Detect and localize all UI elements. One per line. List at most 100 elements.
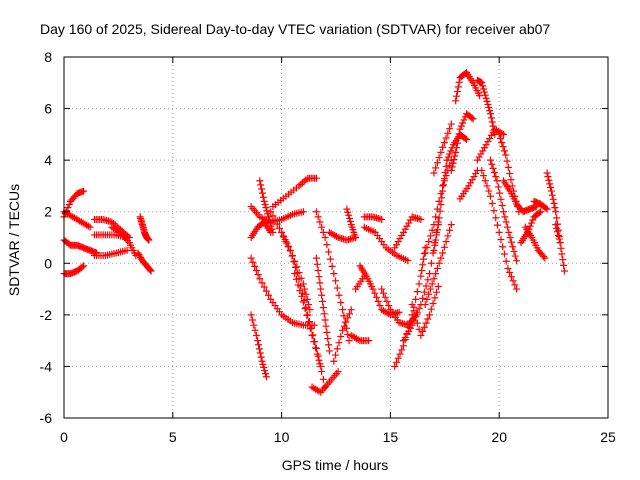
data-point: [500, 147, 508, 155]
data-point: [545, 176, 553, 184]
data-point: [425, 290, 433, 298]
data-point: [420, 323, 428, 331]
data-point: [483, 97, 491, 105]
data-point: [469, 115, 477, 123]
data-point: [80, 262, 88, 270]
data-point: [267, 222, 275, 230]
data-point: [560, 267, 568, 275]
data-point: [283, 239, 291, 247]
series-arc48: [495, 130, 523, 216]
data-point: [261, 367, 269, 375]
data-point: [480, 88, 488, 96]
data-point: [254, 337, 262, 345]
data-point: [255, 345, 263, 353]
data-point: [322, 322, 330, 330]
data-point: [546, 180, 554, 188]
data-point: [292, 275, 300, 283]
data-point: [479, 147, 487, 155]
data-point: [452, 148, 460, 156]
series-arc3: [60, 208, 94, 231]
data-point: [419, 261, 427, 269]
data-point: [285, 243, 293, 251]
data-point: [286, 246, 294, 254]
data-point: [493, 177, 501, 185]
data-point: [428, 280, 436, 288]
data-point: [507, 238, 515, 246]
data-point: [265, 291, 273, 299]
data-point: [317, 362, 325, 370]
data-point: [296, 287, 304, 295]
data-point: [549, 195, 557, 203]
data-point: [318, 291, 326, 299]
data-point: [261, 370, 269, 378]
series-arc38: [430, 120, 455, 177]
y-tick-label: -6: [40, 410, 53, 426]
data-point: [508, 182, 516, 190]
data-point: [305, 318, 313, 326]
data-point: [535, 209, 543, 217]
data-point: [255, 341, 263, 349]
data-point: [473, 156, 481, 164]
data-point: [413, 288, 421, 296]
data-point: [511, 281, 519, 289]
data-point: [313, 350, 321, 358]
y-tick-label: 0: [44, 255, 52, 271]
data-point: [399, 228, 407, 236]
data-point: [450, 156, 458, 164]
data-point: [455, 78, 463, 86]
data-point: [278, 228, 286, 236]
data-point: [543, 169, 551, 177]
series-arc25: [343, 205, 360, 241]
data-point: [442, 238, 450, 246]
data-point: [432, 164, 440, 172]
data-point: [146, 266, 154, 274]
data-point: [330, 357, 338, 365]
series-arc54: [552, 221, 568, 275]
data-point: [352, 234, 360, 241]
data-point: [439, 143, 447, 151]
data-point: [412, 313, 420, 321]
data-point: [434, 221, 442, 229]
data-point: [312, 208, 320, 216]
data-point: [553, 224, 561, 232]
data-point: [86, 223, 94, 231]
data-point: [256, 349, 264, 357]
data-point: [472, 170, 480, 178]
data-point: [446, 150, 454, 158]
data-point: [542, 204, 550, 212]
data-point: [275, 224, 283, 232]
series-arc29: [356, 262, 403, 319]
data-point: [316, 279, 324, 287]
data-point: [437, 254, 445, 262]
data-point: [500, 208, 508, 216]
data-point: [430, 169, 438, 177]
data-point: [260, 197, 268, 205]
data-point: [451, 152, 459, 160]
data-point: [268, 225, 276, 233]
series-arc36: [421, 156, 455, 257]
data-point: [442, 162, 450, 170]
data-point: [486, 134, 494, 142]
data-point: [452, 97, 460, 105]
data-point: [310, 338, 318, 346]
data-point: [552, 221, 560, 229]
data-point: [433, 159, 441, 167]
data-point: [379, 289, 387, 297]
data-point: [439, 181, 447, 189]
data-point: [392, 358, 400, 366]
y-axis-title: SDTVAR / TECUs: [6, 184, 22, 296]
data-point: [484, 100, 492, 108]
data-point: [395, 308, 403, 316]
data-point: [257, 181, 265, 189]
data-point: [391, 362, 399, 370]
data-point: [408, 301, 416, 309]
data-point: [486, 192, 494, 200]
data-point: [263, 207, 271, 215]
data-point: [344, 314, 352, 322]
data-point: [507, 176, 515, 184]
data-point: [301, 305, 309, 313]
data-point: [478, 79, 486, 87]
data-point: [457, 122, 465, 130]
series-arc49: [500, 177, 540, 216]
data-point: [299, 208, 307, 216]
